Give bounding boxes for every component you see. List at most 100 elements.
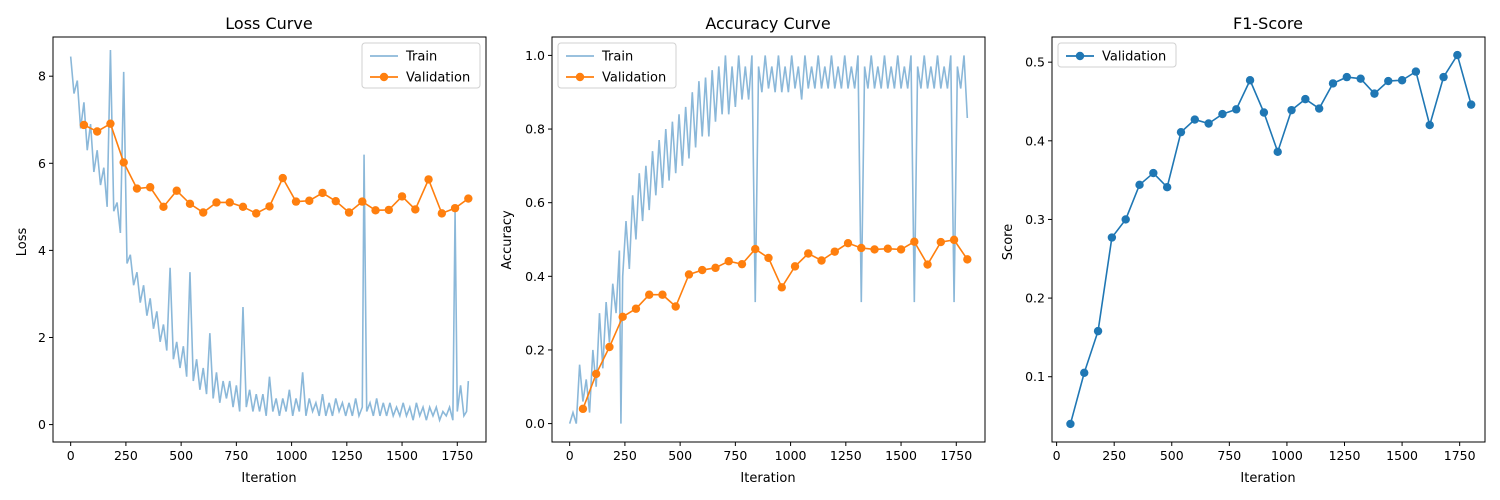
y-tick-label: 1.0 xyxy=(525,48,545,63)
data-point-validation-loss xyxy=(132,184,142,193)
data-point-validation-f1-score xyxy=(1149,168,1158,178)
data-point-validation-f1-score xyxy=(1314,104,1324,113)
data-point-validation-loss xyxy=(450,203,460,213)
data-point-validation-loss xyxy=(437,209,447,218)
data-point-validation-accuracy xyxy=(790,262,800,271)
x-tick-label: 500 xyxy=(1160,448,1184,463)
x-tick-label: 1250 xyxy=(830,448,862,463)
legend-marker-validation xyxy=(1075,51,1085,61)
x-tick-label: 1500 xyxy=(386,448,418,463)
y-tick-label: 0 xyxy=(38,417,46,432)
y-axis-label-accuracy: Accuracy xyxy=(500,210,515,270)
data-point-validation-accuracy xyxy=(936,237,946,247)
legend-box xyxy=(1057,42,1177,68)
data-point-validation-loss xyxy=(238,202,248,212)
x-tick-label: 0 xyxy=(67,448,75,463)
data-point-validation-accuracy xyxy=(883,244,892,253)
legend-f1-score: Validation xyxy=(1057,42,1177,68)
plot-frame-f1-score xyxy=(1051,36,1486,443)
data-point-validation-loss xyxy=(79,120,89,130)
data-point-validation-f1-score xyxy=(1121,215,1130,224)
y-tick-label: 2 xyxy=(38,330,46,345)
data-point-validation-f1-score xyxy=(1342,72,1352,82)
data-point-validation-accuracy xyxy=(684,270,694,279)
data-point-validation-accuracy xyxy=(949,235,959,245)
data-point-validation-f1-score xyxy=(1162,183,1172,192)
y-tick-label: 4 xyxy=(38,243,46,258)
x-tick-label: 250 xyxy=(114,448,138,463)
x-tick-label: 500 xyxy=(668,448,692,463)
data-point-validation-f1-score xyxy=(1301,94,1310,104)
data-point-validation-loss xyxy=(119,158,128,167)
y-tick-label: 0.2 xyxy=(525,342,545,357)
data-point-validation-loss xyxy=(172,186,181,195)
x-tick-label: 1500 xyxy=(1386,448,1418,463)
legend-loss: Train Validation xyxy=(361,42,481,89)
data-point-validation-accuracy xyxy=(764,253,773,263)
y-axis-label-f1-score: Score xyxy=(1001,224,1016,260)
data-point-validation-f1-score xyxy=(1080,368,1089,377)
data-point-validation-accuracy xyxy=(923,260,932,269)
y-tick-label: 0.6 xyxy=(525,195,545,210)
data-point-validation-accuracy xyxy=(963,255,972,264)
series-line-train-accuracy xyxy=(568,55,969,424)
data-point-validation-loss xyxy=(159,202,168,212)
y-tick-label: 0.3 xyxy=(1025,212,1045,227)
y-tick-label: 0.0 xyxy=(525,416,545,431)
series-line-validation-f1-score xyxy=(1069,53,1472,425)
legend-label-validation: Validation xyxy=(602,71,666,86)
data-point-validation-f1-score xyxy=(1176,127,1186,137)
data-point-validation-f1-score xyxy=(1218,109,1227,119)
data-point-validation-f1-score xyxy=(1093,326,1103,336)
x-axis-loss: 0 250 500 750 1000 1250 1500 1750 xyxy=(67,442,473,463)
data-point-validation-accuracy xyxy=(618,312,627,322)
data-point-validation-f1-score xyxy=(1425,120,1434,130)
data-point-validation-loss xyxy=(397,192,407,201)
data-point-validation-f1-score xyxy=(1453,50,1462,60)
data-point-validation-accuracy xyxy=(857,243,866,253)
x-axis-f1-score: 0 250 500 750 1000 1250 1500 1750 xyxy=(1053,442,1476,463)
data-point-validation-f1-score xyxy=(1356,74,1365,83)
legend-label-validation: Validation xyxy=(406,71,470,86)
data-point-validation-loss xyxy=(291,197,301,206)
data-point-validation-f1-score xyxy=(1190,115,1200,124)
data-point-validation-f1-score xyxy=(1273,147,1282,157)
data-point-validation-loss xyxy=(278,173,287,183)
data-point-validation-loss xyxy=(225,198,234,207)
data-point-validation-f1-score xyxy=(1107,233,1117,242)
legend-accuracy: Train Validation xyxy=(557,42,677,89)
x-tick-label: 1250 xyxy=(1329,448,1361,463)
x-tick-label: 0 xyxy=(566,448,574,463)
y-tick-label: 0.8 xyxy=(525,122,545,137)
data-point-validation-f1-score xyxy=(1135,180,1144,190)
x-tick-label: 1000 xyxy=(1271,448,1303,463)
data-point-validation-accuracy xyxy=(578,404,588,414)
data-point-validation-loss xyxy=(411,205,420,214)
chart-title-loss: Loss Curve xyxy=(225,14,312,33)
data-point-validation-f1-score xyxy=(1287,105,1296,115)
data-point-validation-loss xyxy=(92,127,102,136)
data-point-validation-loss xyxy=(106,119,115,128)
x-axis-accuracy: 0 250 500 750 1000 1250 1500 1750 xyxy=(566,442,972,463)
data-point-validation-accuracy xyxy=(605,342,614,352)
data-point-validation-accuracy xyxy=(896,245,906,254)
y-tick-label: 0.1 xyxy=(1025,369,1045,384)
data-point-validation-f1-score xyxy=(1232,105,1241,114)
data-point-validation-f1-score xyxy=(1411,67,1421,76)
data-point-validation-loss xyxy=(424,175,433,184)
data-point-validation-loss xyxy=(146,183,155,192)
panel-accuracy: Accuracy Curve Iteration Accuracy 0 250 50… xyxy=(500,14,986,486)
x-axis-label-f1-score: Iteration xyxy=(1240,471,1295,486)
data-point-validation-accuracy xyxy=(658,290,667,299)
y-tick-label: 0.4 xyxy=(1025,133,1045,148)
data-point-validation-f1-score xyxy=(1370,89,1379,98)
x-tick-label: 1750 xyxy=(441,448,473,463)
chart-title-f1-score: F1-Score xyxy=(1233,14,1303,33)
data-point-validation-accuracy xyxy=(724,257,733,266)
y-tick-label: 0.4 xyxy=(525,269,545,284)
x-tick-label: 1750 xyxy=(1444,448,1476,463)
data-point-validation-loss xyxy=(358,197,367,206)
data-point-validation-accuracy xyxy=(737,259,747,269)
series-line-validation-loss xyxy=(83,122,469,215)
plot-area-loss: 0 250 500 750 1000 1250 1500 1750 0 2 4 6 8 Train Vali… xyxy=(38,36,487,463)
